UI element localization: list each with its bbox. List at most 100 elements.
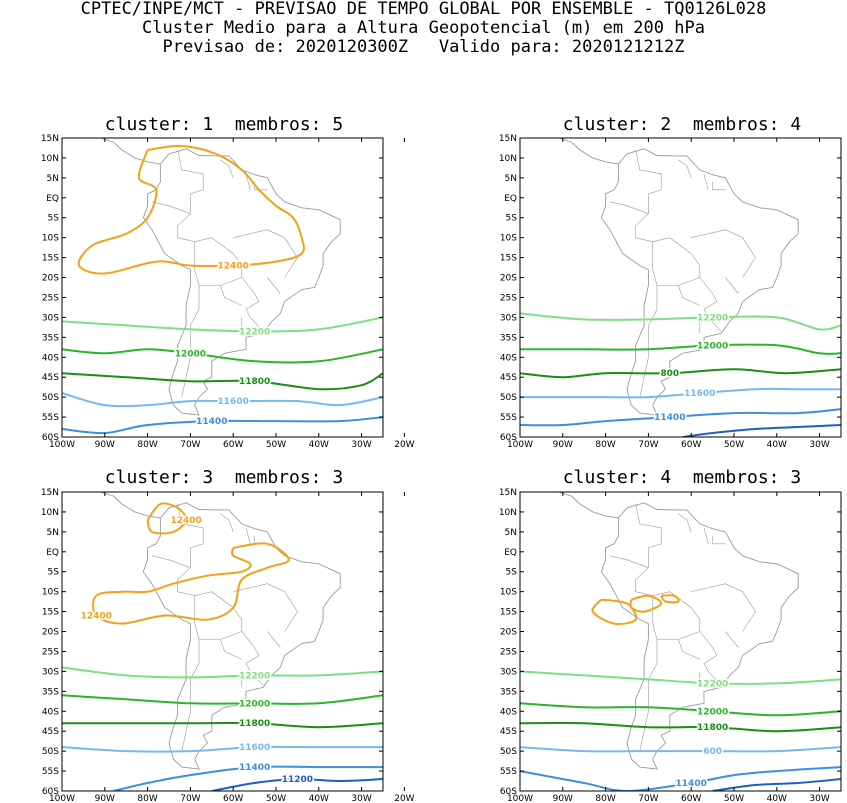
- y-tick-label: EQ: [504, 548, 517, 558]
- x-tick-label: 70W: [638, 440, 658, 450]
- x-tick-label: 90W: [553, 794, 573, 803]
- contour-12400: [591, 598, 638, 625]
- coastline: [600, 148, 799, 416]
- contour-label: 11800: [697, 723, 728, 733]
- country-border: [245, 527, 251, 544]
- country-border: [194, 237, 243, 278]
- figure-header: CPTEC/INPE/MCT - PREVISAO DE TEMPO GLOBA…: [0, 0, 847, 57]
- contour-label: 12200: [697, 679, 728, 689]
- y-tick-label: 60S: [42, 787, 59, 797]
- contour-label: 11200: [282, 775, 313, 785]
- y-tick-label: 10N: [41, 154, 59, 164]
- country-border: [194, 591, 243, 632]
- x-tick-label: 100W: [49, 440, 75, 450]
- panel-1-map: 12400 12200 12000 11800 11600 11400: [62, 138, 383, 435]
- y-tick-label: 10S: [500, 588, 517, 598]
- y-tick-label: 25S: [500, 293, 517, 303]
- country-border: [699, 277, 722, 332]
- contour-label: 11600: [239, 743, 270, 753]
- contour-label: 11400: [239, 763, 270, 773]
- country-border: [635, 149, 662, 214]
- contour-11200: [211, 777, 383, 791]
- central-america-coast: [556, 492, 619, 519]
- panel-2-frame: [519, 137, 842, 438]
- y-tick-label: 15N: [499, 134, 517, 144]
- y-tick-label: 5S: [506, 568, 518, 578]
- y-tick-label: 20S: [42, 274, 59, 284]
- country-border: [177, 503, 204, 568]
- y-tick-label: 5S: [48, 214, 60, 224]
- contour-label: 12400: [81, 612, 112, 622]
- country-border: [691, 583, 743, 592]
- y-tick-label: 5N: [47, 528, 59, 538]
- panel-3-map: 12400 12400 12200 12000 11800 11600 11400 11200: [62, 492, 383, 791]
- contour-label: 11400: [676, 779, 707, 789]
- country-border: [177, 149, 204, 214]
- x-tick-label: 60W: [681, 794, 701, 803]
- contour-11600: [62, 745, 383, 753]
- country-border: [609, 201, 649, 214]
- panel-3-frame: [61, 491, 384, 792]
- country-border: [233, 229, 285, 238]
- panel-1-frame: [61, 137, 384, 438]
- country-border: [609, 555, 649, 568]
- contour-11600: [520, 387, 841, 399]
- x-tick-label: 50W: [724, 440, 744, 450]
- contour-12000: [62, 348, 383, 364]
- y-tick-label: 40S: [42, 707, 59, 717]
- contour-label: 12200: [239, 327, 270, 337]
- y-tick-label: 55S: [42, 767, 59, 777]
- contour-12400: [146, 502, 188, 535]
- y-tick-label: 45S: [500, 373, 517, 383]
- country-border: [635, 213, 653, 270]
- country-border: [639, 639, 658, 752]
- country-border: [635, 567, 653, 624]
- country-border: [635, 503, 662, 568]
- country-border: [151, 201, 191, 214]
- contour-12400: [629, 594, 663, 613]
- country-border: [742, 237, 756, 278]
- country-border: [725, 631, 739, 648]
- x-tick-label: 90W: [553, 440, 573, 450]
- y-tick-label: 50S: [500, 393, 517, 403]
- contour-label: 11600: [684, 389, 715, 399]
- header-line-3: Previsao de: 2020120300Z Valido para: 20…: [162, 37, 685, 57]
- x-tick-label: 80W: [137, 794, 157, 803]
- africa-coast: [840, 495, 841, 496]
- x-tick-label: 20W: [394, 440, 414, 450]
- country-border: [194, 623, 242, 640]
- y-tick-label: 30S: [500, 313, 517, 323]
- contour-12200: [520, 670, 841, 685]
- africa-coast: [382, 495, 383, 496]
- panel-4-frame: [519, 491, 842, 792]
- country-border: [177, 567, 195, 624]
- country-border: [678, 159, 692, 179]
- x-tick-label: 60W: [223, 440, 243, 450]
- y-tick-label: 25S: [500, 647, 517, 657]
- country-border: [703, 173, 709, 190]
- y-tick-label: 15S: [500, 608, 517, 618]
- country-border: [678, 639, 700, 660]
- country-border: [267, 631, 281, 648]
- panel-4-map: 12200 12000 11800 600 11400: [520, 492, 841, 791]
- contour-label: 12000: [175, 349, 206, 359]
- y-tick-label: 5N: [505, 528, 517, 538]
- y-tick-label: 60S: [500, 787, 517, 797]
- contour-11800: [520, 721, 841, 733]
- x-tick-label: 80W: [137, 440, 157, 450]
- country-border: [703, 527, 709, 544]
- x-tick-label: 30W: [809, 440, 829, 450]
- y-tick-label: 10N: [41, 508, 59, 518]
- y-tick-label: 15N: [41, 134, 59, 144]
- country-border: [220, 159, 234, 179]
- y-tick-label: 20S: [500, 274, 517, 284]
- y-tick-label: EQ: [46, 548, 59, 558]
- y-tick-label: 15N: [499, 488, 517, 498]
- y-tick-label: 25S: [42, 647, 59, 657]
- panel-2-map: 12200 12000 800 11600 11400: [520, 138, 841, 437]
- x-tick-label: 60W: [681, 440, 701, 450]
- y-tick-label: 10N: [499, 508, 517, 518]
- y-tick-label: 15N: [41, 488, 59, 498]
- contour-12200: [520, 312, 841, 331]
